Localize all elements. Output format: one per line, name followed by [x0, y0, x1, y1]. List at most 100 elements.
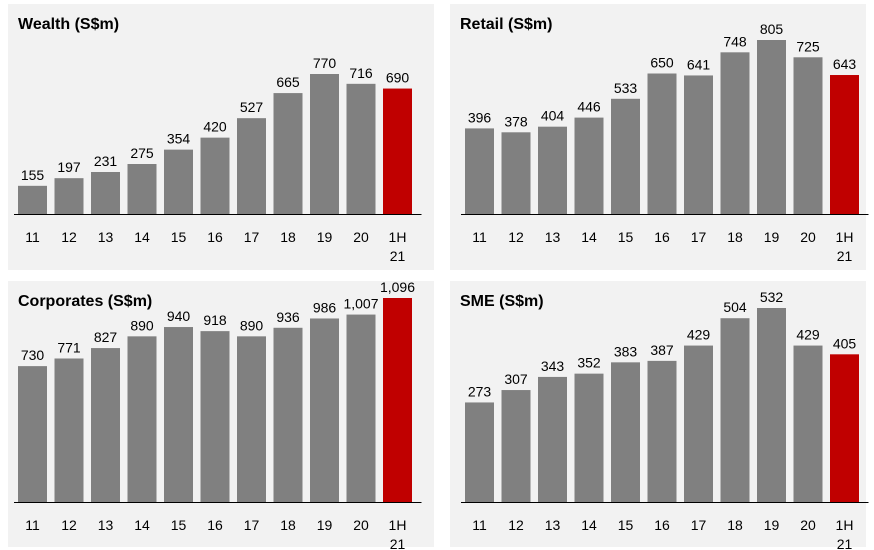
category-label: 19	[317, 229, 333, 245]
data-label: 643	[833, 56, 857, 72]
data-label: 986	[313, 299, 337, 315]
category-label: 13	[545, 229, 561, 245]
data-label: 383	[614, 343, 638, 359]
category-label: 20	[800, 229, 816, 245]
category-label: 18	[280, 517, 296, 533]
data-label: 307	[504, 371, 528, 387]
bar	[501, 390, 531, 502]
bar	[757, 40, 786, 214]
data-label: 343	[541, 358, 565, 374]
wealth-chart-panel: Wealth (S$m) 155 11 197 12 231 13 275 14 354 15 42…	[8, 4, 434, 270]
data-label: 716	[349, 65, 373, 81]
category-label: 16	[654, 229, 670, 245]
sme-chart-panel: SME (S$m) 273 11 307 12 343 13 352 14 383 15 387 16…	[450, 281, 869, 550]
category-label: 12	[508, 517, 524, 533]
data-label: 527	[240, 99, 264, 115]
data-label: 1,096	[380, 279, 415, 295]
bar	[383, 298, 412, 502]
bar	[830, 75, 859, 215]
data-label: 275	[130, 145, 154, 161]
category-label: 12	[61, 229, 77, 245]
data-label: 387	[650, 342, 674, 358]
bar	[54, 178, 84, 214]
data-label: 771	[57, 339, 81, 355]
bar	[538, 126, 567, 214]
chart-title: Corporates (S$m)	[18, 293, 153, 310]
category-label: 18	[727, 517, 743, 533]
retail-chart-panel: Retail (S$m) 396 11 378 12 404 13 446 14 533 15 65…	[450, 4, 869, 270]
category-label: 1H	[836, 517, 854, 533]
category-label: 14	[134, 517, 150, 533]
bar	[720, 318, 750, 502]
category-label: 14	[581, 517, 597, 533]
sme-chart: 273 11 307 12 343 13 352 14 383 15 387 16 429 17 504 18…	[461, 289, 869, 550]
data-label: 890	[130, 317, 154, 333]
data-label: 354	[167, 131, 191, 147]
category-label: 13	[98, 517, 114, 533]
category-label: 17	[691, 517, 707, 533]
data-label: 446	[577, 99, 601, 115]
chart-title: SME (S$m)	[460, 293, 544, 310]
data-label: 725	[796, 38, 820, 54]
bar	[91, 172, 120, 214]
data-label: 504	[723, 299, 747, 315]
bar	[273, 93, 303, 214]
data-label: 890	[240, 317, 264, 333]
bar	[684, 345, 713, 502]
data-label: 690	[386, 70, 410, 86]
bar	[346, 314, 376, 502]
data-label: 730	[21, 347, 45, 363]
bar	[793, 345, 823, 502]
category-label: 15	[618, 517, 634, 533]
bar	[200, 137, 230, 214]
data-label: 827	[94, 329, 118, 345]
bar	[310, 74, 339, 214]
bar	[200, 331, 230, 502]
category-label: 17	[244, 229, 260, 245]
bar	[164, 327, 193, 502]
category-label: 21	[837, 248, 853, 264]
data-label: 155	[21, 167, 45, 183]
data-label: 918	[203, 312, 227, 328]
data-label: 748	[723, 33, 747, 49]
category-label: 14	[134, 229, 150, 245]
chart-title: Retail (S$m)	[460, 16, 553, 33]
bar	[237, 118, 266, 214]
bar	[793, 57, 823, 214]
category-label: 1H	[389, 517, 407, 533]
data-label: 197	[57, 159, 81, 175]
category-label: 12	[508, 229, 524, 245]
bar	[346, 83, 376, 215]
category-label: 11	[472, 517, 487, 533]
data-label: 404	[541, 108, 565, 124]
bar	[310, 318, 339, 502]
bar	[127, 336, 157, 502]
category-label: 18	[280, 229, 296, 245]
bar	[684, 75, 713, 214]
category-label: 15	[171, 229, 187, 245]
bar	[164, 149, 193, 214]
data-label: 231	[94, 153, 118, 169]
corporates-chart-panel: Corporates (S$m) 730 11 771 12 827 13 890 14 940…	[8, 279, 434, 550]
data-label: 273	[468, 383, 492, 399]
bar	[647, 360, 677, 502]
bar	[91, 348, 120, 502]
bar	[574, 117, 604, 214]
data-label: 936	[276, 309, 300, 325]
bar	[647, 73, 677, 214]
category-label: 21	[837, 536, 853, 550]
data-label: 805	[760, 21, 784, 37]
data-label: 396	[468, 109, 492, 125]
category-label: 19	[764, 517, 780, 533]
bar	[465, 128, 494, 214]
bar	[18, 185, 47, 214]
data-label: 641	[687, 56, 711, 72]
data-label: 420	[203, 119, 227, 135]
bar	[611, 98, 640, 214]
category-label: 15	[618, 229, 634, 245]
bar	[465, 402, 494, 502]
wealth-chart: 155 11 197 12 231 13 275 14 354 15 420 16 527 17 665 18…	[14, 55, 422, 264]
data-label: 532	[760, 289, 784, 305]
category-label: 14	[581, 229, 597, 245]
data-label: 650	[650, 55, 674, 71]
